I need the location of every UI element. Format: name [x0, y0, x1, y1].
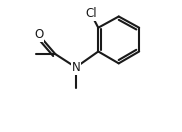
Text: Cl: Cl [85, 7, 97, 20]
Text: N: N [72, 61, 80, 74]
Text: O: O [34, 29, 43, 41]
